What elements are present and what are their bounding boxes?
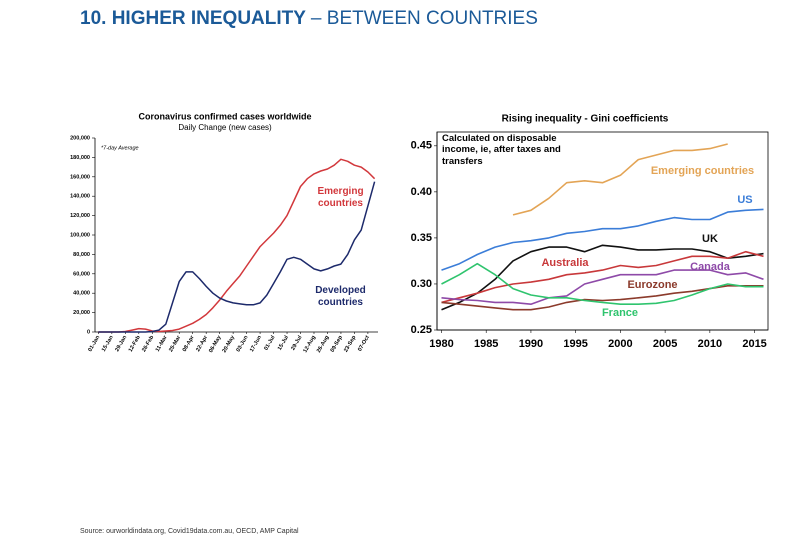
chart-subtitle: Daily Change (new cases) xyxy=(178,123,272,132)
series-line xyxy=(512,143,728,216)
x-tick-label: 2005 xyxy=(653,338,677,350)
title-rest: – BETWEEN COUNTRIES xyxy=(311,8,538,29)
x-tick-label: 2000 xyxy=(608,338,632,350)
y-tick-label: 0.35 xyxy=(411,232,432,244)
y-tick-label: 40,000 xyxy=(73,291,90,297)
x-tick-label: 1980 xyxy=(429,338,453,350)
series-line xyxy=(441,250,764,304)
series-line xyxy=(98,181,376,333)
x-tick-label: 03-Jun xyxy=(236,334,250,353)
series-line xyxy=(441,269,764,305)
y-tick-label: 60,000 xyxy=(73,271,90,277)
series-label: US xyxy=(737,194,753,206)
chart-frame xyxy=(77,104,383,363)
y-tick-label: 0.30 xyxy=(411,278,432,290)
series-label: Developed countries xyxy=(315,285,366,308)
series-line xyxy=(98,158,376,333)
x-tick-label: 01-Jul xyxy=(263,334,276,351)
y-tick-label: 200,000 xyxy=(70,135,90,141)
x-tick-label: 22-Apr xyxy=(195,334,209,353)
series-label: UK xyxy=(702,233,718,245)
x-tick-label: 29-Jul xyxy=(290,334,303,351)
x-tick-label: 25-Mar xyxy=(168,334,182,353)
y-tick-label: 20,000 xyxy=(73,310,90,316)
x-tick-label: 26-Feb xyxy=(141,334,155,353)
y-tick-label: 100,000 xyxy=(70,232,90,238)
x-tick-label: 17-Jun xyxy=(249,334,263,353)
x-tick-label: 15-Jul xyxy=(277,334,290,351)
x-tick-label: 2015 xyxy=(742,338,766,350)
x-tick-label: 20-May xyxy=(222,334,237,354)
y-tick-label: 0.40 xyxy=(411,186,432,198)
x-tick-label: 2010 xyxy=(698,338,722,350)
x-tick-label: 07-Oct xyxy=(357,335,371,353)
series-label: Eurozone xyxy=(627,279,678,291)
x-tick-label: 1995 xyxy=(563,338,587,350)
x-tick-label: 08-Apr xyxy=(182,334,196,353)
note: Calculated on disposable income, ie, aft… xyxy=(442,133,561,167)
series-line xyxy=(441,262,764,305)
y-tick-label: 0.25 xyxy=(411,324,432,336)
x-tick-label: 01-Jan xyxy=(87,334,101,353)
slide-title: 10. HIGHER INEQUALITY – BETWEEN COUNTRIES xyxy=(80,8,538,29)
y-tick-label: 0 xyxy=(87,329,90,335)
series-line xyxy=(441,244,764,311)
x-tick-label: 1990 xyxy=(519,338,543,350)
y-tick-label: 160,000 xyxy=(70,174,90,180)
y-tick-label: 0.45 xyxy=(411,140,432,152)
title-bold: 10. HIGHER INEQUALITY xyxy=(80,8,306,29)
x-tick-label: 26-Aug xyxy=(316,335,331,354)
note: *7-day Average xyxy=(101,145,139,151)
x-tick-label: 15-Jan xyxy=(101,334,115,353)
x-tick-label: 29-Jan xyxy=(114,334,128,353)
series-label: Emerging countries xyxy=(650,165,755,177)
x-tick-label: 11-Mar xyxy=(155,334,169,353)
x-tick-label: 1985 xyxy=(474,338,498,350)
y-tick-label: 180,000 xyxy=(70,155,90,161)
y-tick-label: 140,000 xyxy=(70,194,90,200)
series-label: Australia xyxy=(541,257,589,269)
chart-title: Rising inequality - Gini coefficients xyxy=(502,114,669,125)
y-tick-label: 80,000 xyxy=(73,252,90,258)
source: Source: ourworldindata.org, Covid19data.… xyxy=(80,528,299,535)
series-line xyxy=(441,208,764,271)
series-label: Emerging countries xyxy=(317,186,364,209)
chart-title: Coronavirus confirmed cases worldwide xyxy=(138,111,311,121)
x-tick-label: 23-Sep xyxy=(343,334,358,353)
x-tick-label: 12-Feb xyxy=(128,334,142,353)
y-tick-label: 120,000 xyxy=(70,213,90,219)
series-label: Canada xyxy=(690,261,730,273)
series-label: France xyxy=(601,307,639,319)
